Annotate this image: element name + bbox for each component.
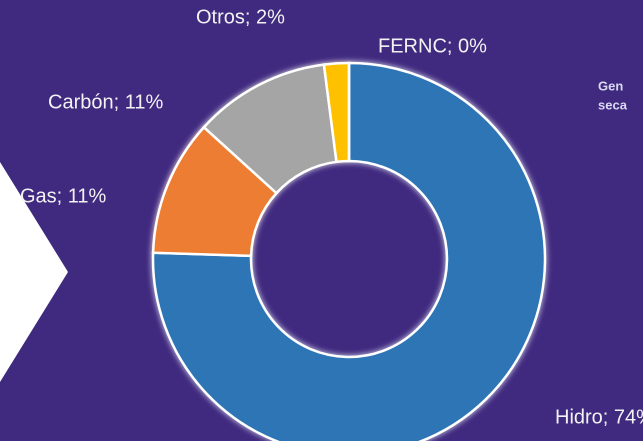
data-label: Otros; 2% [196,6,285,28]
data-label: Gas; 11% [20,185,107,207]
data-label: FERNC; 0% [378,35,487,57]
data-label: Carbón; 11% [48,91,163,113]
side-text: Gen [598,78,623,93]
side-text: seca [598,97,628,112]
arrow [0,162,68,382]
data-label: Hidro; 74% [555,406,643,428]
donut [151,61,547,441]
donut-segment [151,61,547,441]
